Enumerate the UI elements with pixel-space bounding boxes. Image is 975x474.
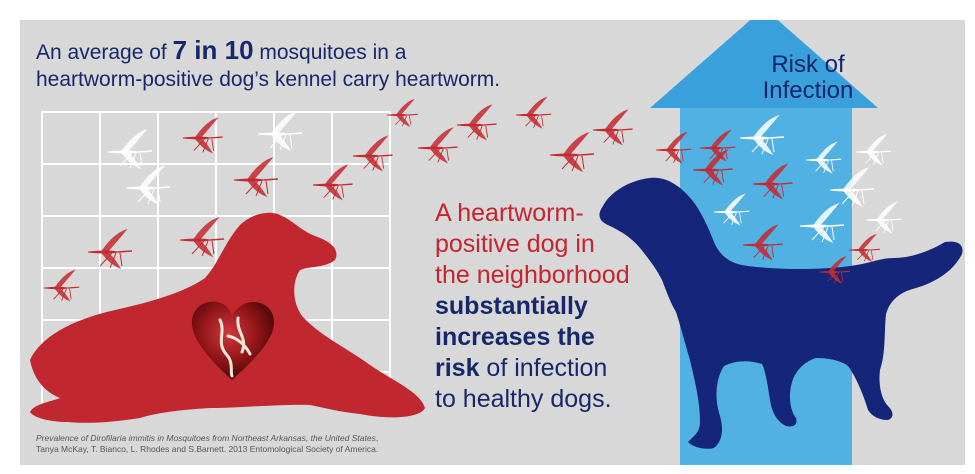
citation: Prevalence of Dirofilaria immitis in Mos…	[36, 433, 379, 454]
heart-icon	[191, 301, 274, 380]
headline-stat: 7 in 10	[172, 35, 254, 65]
risk-of-infection-label: Risk of Infection	[762, 51, 854, 104]
infographic-panel: An average of 7 in 10 mosquitoes in a hea…	[20, 20, 965, 465]
illustration-layer	[30, 20, 963, 465]
headline: An average of 7 in 10 mosquitoes in a hea…	[36, 35, 501, 92]
healthy-dog-silhouette	[599, 177, 963, 449]
main-message: A heartworm- positive dog in the neighbo…	[435, 199, 630, 413]
